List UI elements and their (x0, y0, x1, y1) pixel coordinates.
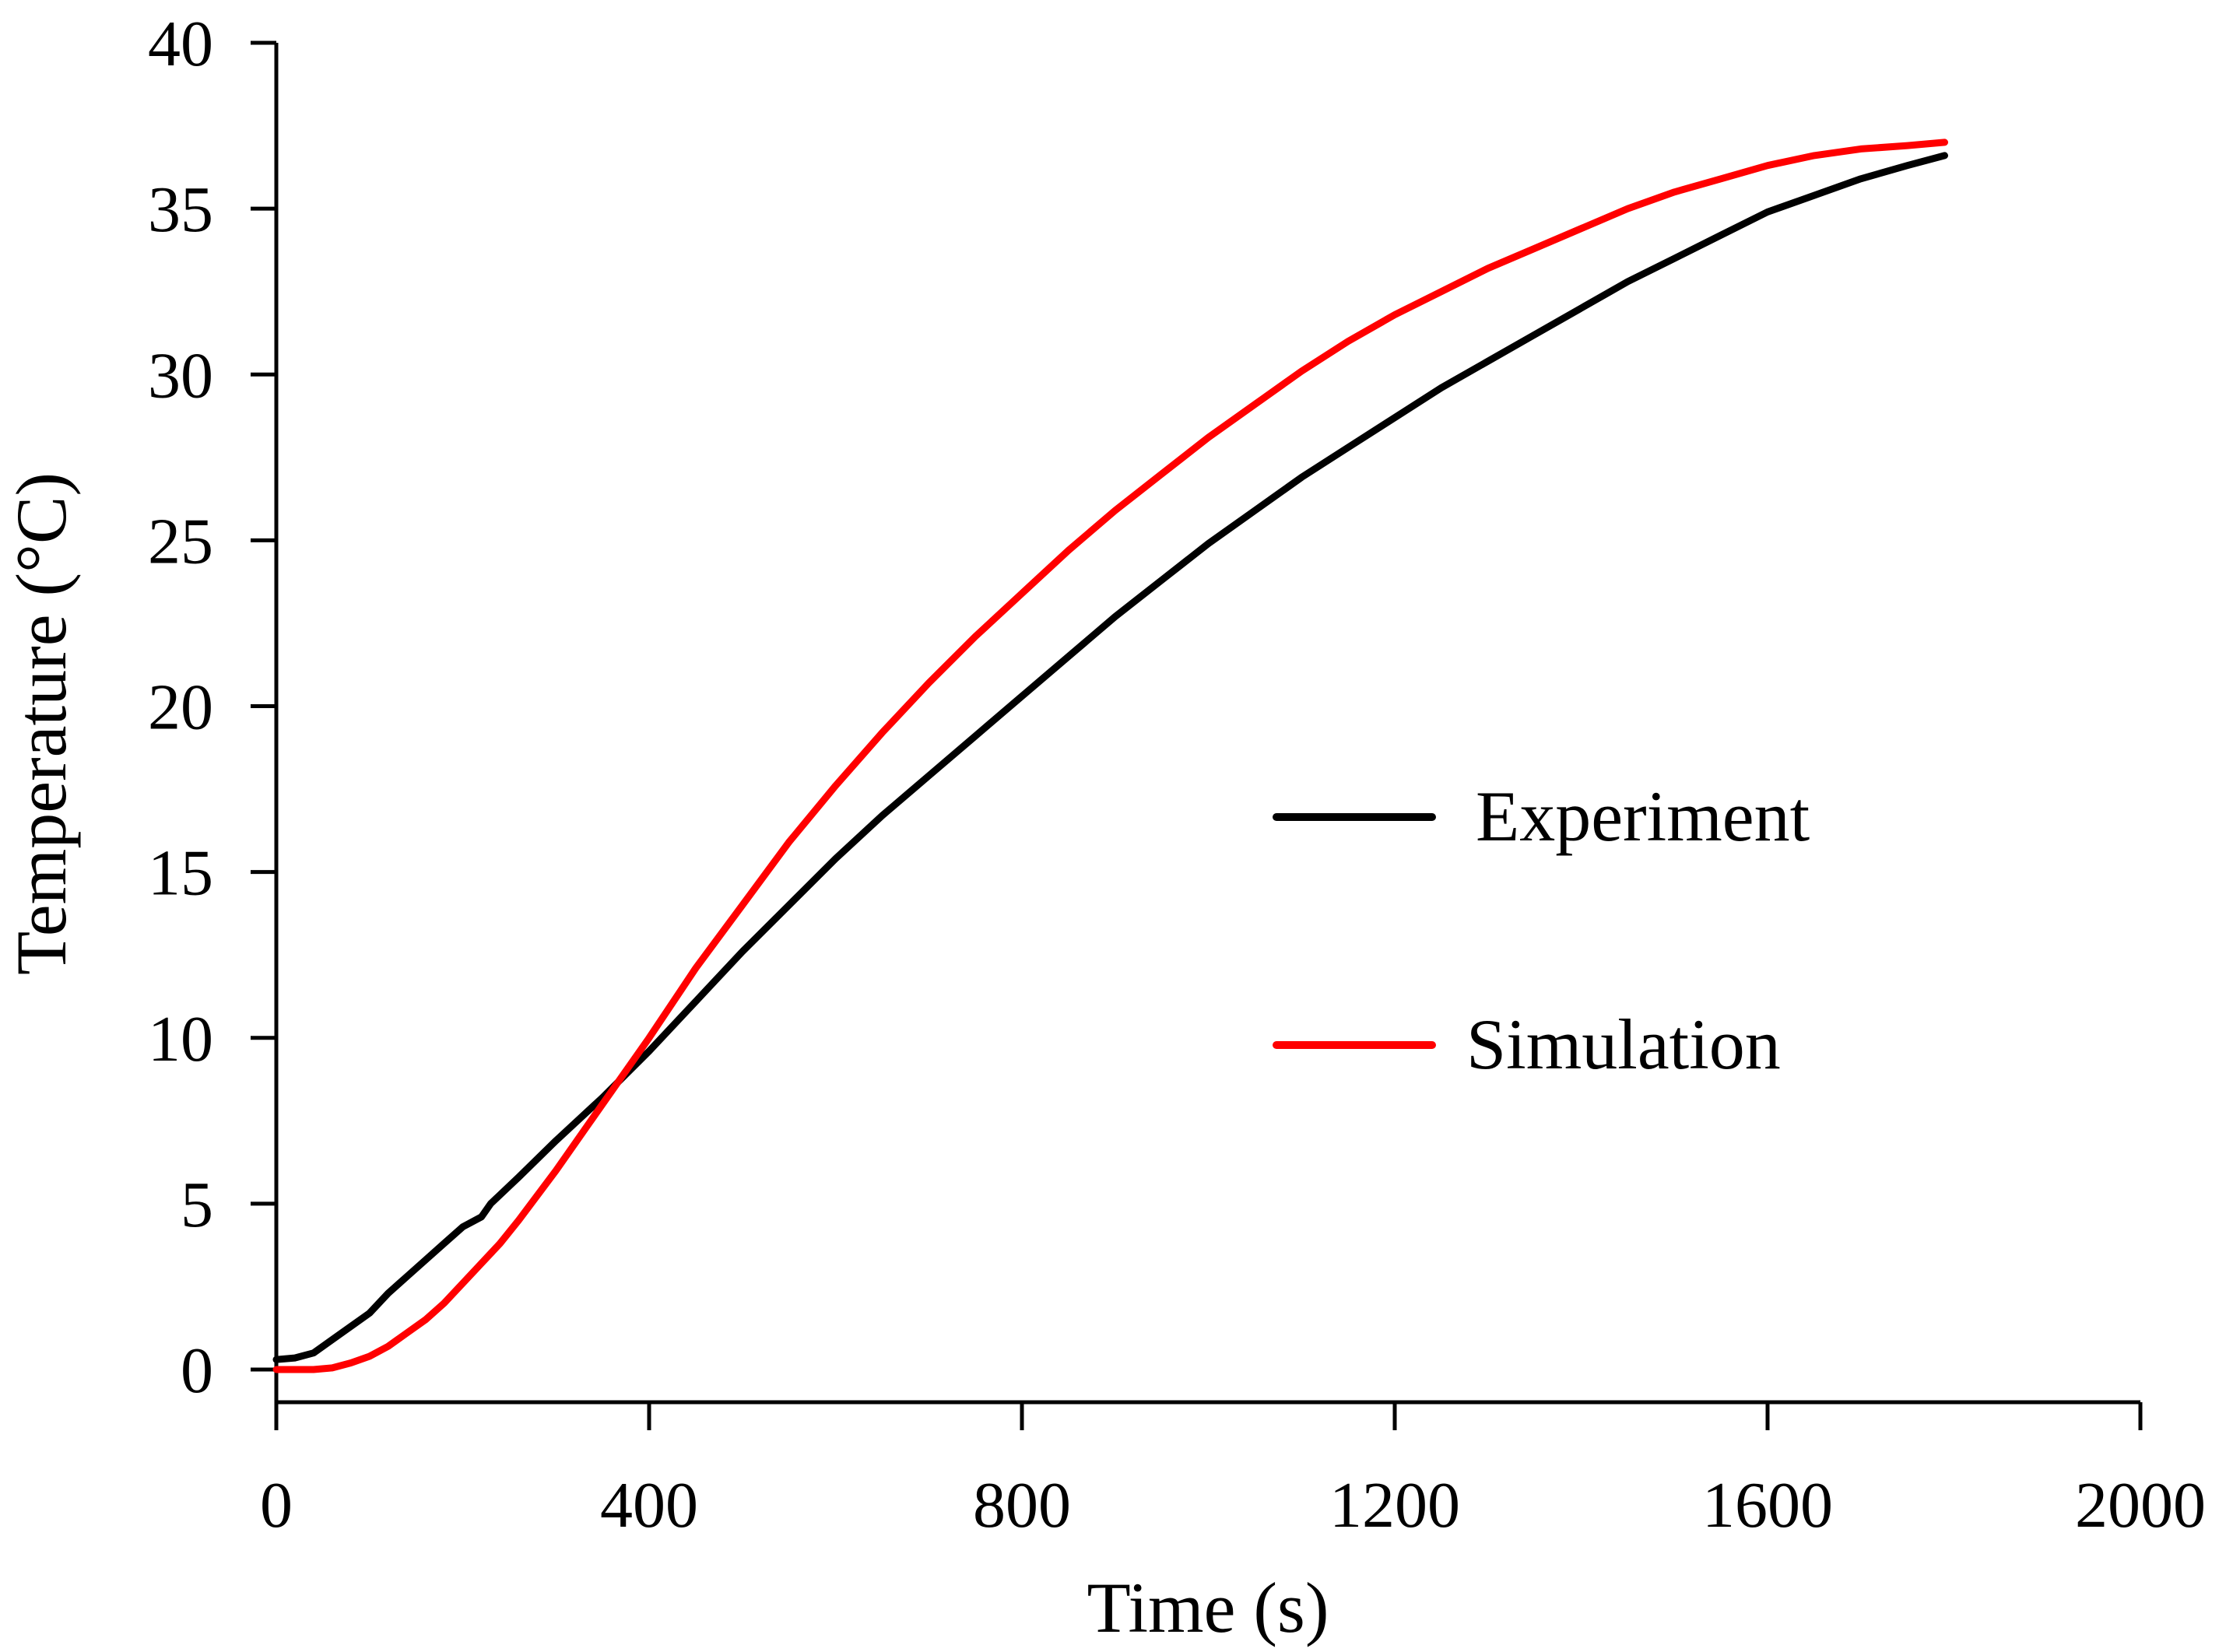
y-tick-label: 15 (148, 837, 213, 910)
y-axis-title: Temperature (°C) (2, 472, 81, 975)
y-tick-label: 35 (148, 174, 213, 246)
legend-label-experiment: Experiment (1476, 777, 1810, 856)
x-ticks: 0 400 800 1200 1600 2000 (260, 1402, 2206, 1542)
series-line-simulation (272, 139, 1948, 1373)
y-ticks: 0 5 10 15 20 25 30 35 40 (148, 8, 276, 1407)
y-tick-label: 20 (148, 672, 213, 744)
legend: Experiment Simulation (1273, 777, 1810, 1084)
y-tick-label: 25 (148, 505, 213, 577)
axes (274, 43, 2140, 1405)
x-tick-label: 800 (973, 1469, 1071, 1542)
series-layer (272, 139, 1948, 1373)
y-tick-label: 10 (148, 1003, 213, 1075)
legend-label-simulation: Simulation (1466, 1005, 1781, 1084)
x-tick-label: 2000 (2075, 1469, 2206, 1542)
series-line-experiment (272, 152, 1948, 1363)
y-tick-label: 30 (148, 339, 213, 412)
y-tick-label: 0 (181, 1335, 213, 1407)
y-tick-label: 40 (148, 8, 213, 80)
x-tick-label: 1600 (1702, 1469, 1833, 1542)
x-tick-label: 0 (260, 1469, 293, 1542)
y-tick-label: 5 (181, 1169, 213, 1241)
x-tick-label: 1200 (1329, 1469, 1460, 1542)
x-tick-label: 400 (600, 1469, 698, 1542)
x-axis-title: Time (s) (1087, 1568, 1329, 1647)
